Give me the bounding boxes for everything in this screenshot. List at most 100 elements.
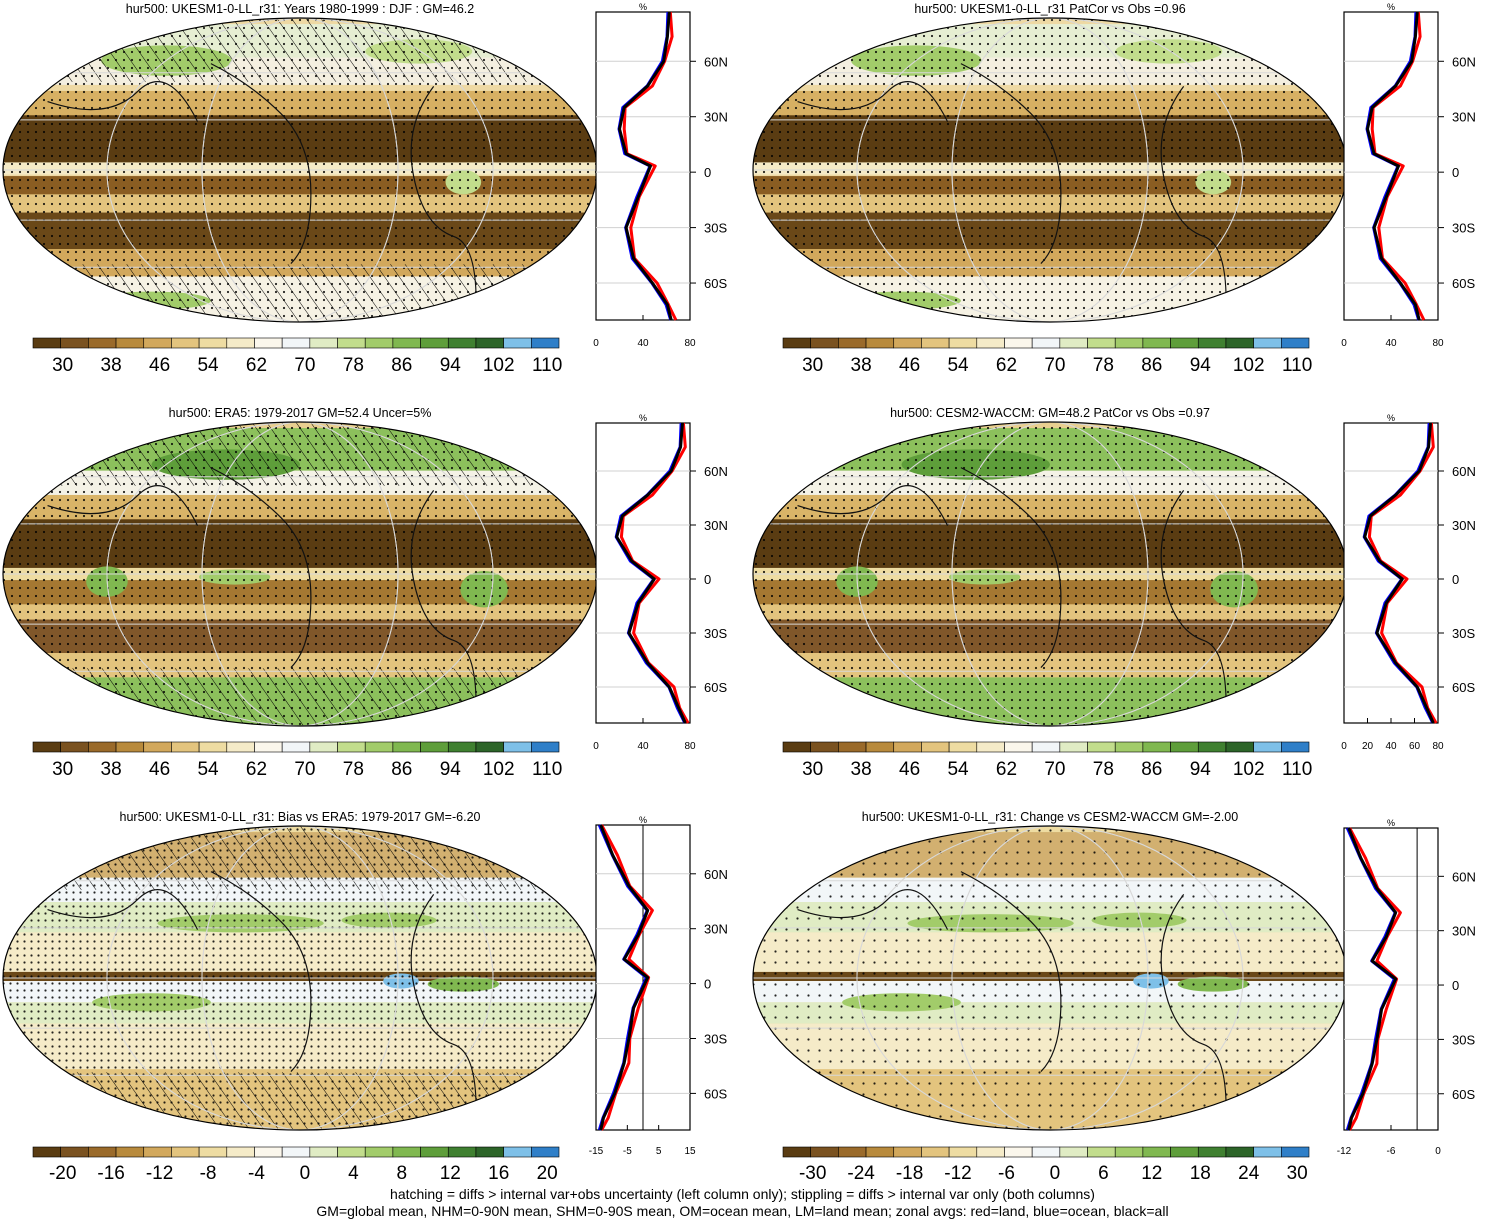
- colorbar-swatch: [281, 337, 311, 349]
- colorbar-swatch: [171, 337, 200, 349]
- latitude-label: 30N: [704, 922, 728, 937]
- colorbar-tick-label: 62: [996, 759, 1017, 780]
- latitude-label: 0: [704, 165, 711, 180]
- colorbar-swatch: [447, 1146, 477, 1158]
- latitude-label: 0: [1452, 978, 1459, 993]
- coastline: [210, 467, 312, 669]
- colorbar-swatch: [60, 337, 89, 349]
- colorbar-tick-label: 70: [1044, 759, 1065, 780]
- colorbar-swatch: [1225, 741, 1254, 753]
- colorbar-swatch: [171, 1146, 200, 1158]
- map-5: [3, 826, 597, 1130]
- latitude-label: 30S: [704, 626, 727, 641]
- colorbar-swatch: [503, 1146, 532, 1158]
- colorbar-swatch: [309, 337, 338, 349]
- hatching-overlay: [3, 668, 597, 726]
- colorbar-swatch: [1031, 337, 1061, 349]
- colorbar-tick-label: -18: [896, 1163, 923, 1184]
- colorbar-swatch: [392, 1146, 421, 1158]
- colorbar-swatch: [364, 741, 394, 753]
- profile-x-tick-label: 0: [593, 741, 599, 752]
- colorbar-tick-label: 54: [197, 355, 219, 376]
- latitude-label: 60N: [704, 464, 728, 479]
- colorbar-swatch: [475, 741, 504, 753]
- colorbar-swatch: [782, 741, 811, 753]
- colorbar-swatch: [337, 741, 366, 753]
- colorbar-swatch: [976, 741, 1005, 753]
- colorbar-swatch: [1281, 1146, 1310, 1158]
- profile-x-tick-label: 0: [1341, 338, 1347, 349]
- coastline: [960, 467, 1062, 669]
- latitude-label: 60N: [1452, 54, 1476, 69]
- colorbar-swatch: [531, 337, 560, 349]
- colorbar-swatch: [254, 337, 283, 349]
- colorbar-swatch: [226, 741, 255, 753]
- colorbar-swatch: [420, 337, 449, 349]
- panel-2: 30 38 46 54 62 70 78 86 94 102 110 60N 30N 0 30S 60S% 0 4…: [752, 2, 1476, 376]
- panel-title-3: hur500: ERA5: 1979-2017 GM=52.4 Uncer=5%: [168, 406, 432, 420]
- profile-x-tick-label: 0: [1341, 741, 1347, 752]
- colorbar-tick-label: 30: [802, 759, 823, 780]
- panel-title-6: hur500: UKESM1-0-LL_r31: Change vs CESM2…: [861, 810, 1239, 824]
- colorbar-tick-label: 54: [197, 759, 219, 780]
- colorbar-swatch: [226, 337, 255, 349]
- colorbar-tick-label: 46: [899, 355, 920, 376]
- profile-x-tick-label: 0: [593, 338, 599, 349]
- colorbar-tick-label: 38: [101, 355, 122, 376]
- colorbar-tick-label: 16: [488, 1163, 509, 1184]
- profile-x-tick-label: 0: [1435, 1146, 1441, 1157]
- hatching-overlay: [3, 264, 597, 322]
- colorbar-tick-label: 30: [52, 355, 73, 376]
- colorbar-swatch: [198, 741, 228, 753]
- map-6: [753, 826, 1347, 1130]
- colorbar-swatch: [531, 1146, 560, 1158]
- map-3: [3, 422, 597, 726]
- colorbar-swatch: [948, 741, 978, 753]
- colorbar-swatch: [1031, 741, 1061, 753]
- profile-x-tick-label: -15: [589, 1146, 604, 1157]
- colorbar-swatch: [1004, 1146, 1033, 1158]
- panel-title-2: hur500: UKESM1-0-LL_r31 PatCor vs Obs =0…: [914, 2, 1186, 16]
- colorbar-swatch: [115, 741, 145, 753]
- profile-unit: %: [639, 815, 647, 825]
- colorbar-tick-label: 70: [1044, 355, 1065, 376]
- colorbar-tick-label: 78: [343, 355, 364, 376]
- colorbar-tick-label: 38: [851, 759, 872, 780]
- colorbar-swatch: [60, 1146, 89, 1158]
- colorbar-swatch: [392, 337, 421, 349]
- profile-x-tick-label: 5: [656, 1146, 662, 1157]
- colorbar-swatch: [976, 337, 1005, 349]
- latitude-label: 30N: [1452, 924, 1476, 939]
- colorbar-swatch: [1004, 337, 1033, 349]
- latitude-label: 60S: [704, 680, 727, 695]
- colorbar-tick-label: 12: [440, 1163, 461, 1184]
- colorbar-tick-label: 62: [246, 759, 267, 780]
- profile-x-tick-label: 40: [637, 741, 649, 752]
- profile-x-tick-label: 60: [1409, 741, 1421, 752]
- coastline: [797, 485, 949, 526]
- colorbar-swatch: [1170, 741, 1199, 753]
- colorbar-tick-label: 86: [391, 759, 412, 780]
- colorbar-tick-label: 24: [1238, 1163, 1260, 1184]
- colorbar-swatch: [226, 1146, 255, 1158]
- profile-line-all: [615, 422, 687, 724]
- colorbar-swatch: [1114, 337, 1144, 349]
- profile-x-tick-label: 40: [637, 338, 649, 349]
- profile-x-tick-label: 40: [1385, 741, 1397, 752]
- colorbar-tick-label: 18: [1190, 1163, 1211, 1184]
- profile-unit: %: [1387, 413, 1395, 423]
- profile-x-tick-label: 20: [1362, 741, 1374, 752]
- colorbar-tick-label: 102: [483, 355, 515, 376]
- colorbar-swatch: [198, 337, 228, 349]
- profile-unit: %: [639, 2, 647, 12]
- colorbar-tick-label: 86: [1141, 759, 1162, 780]
- colorbar-swatch: [503, 337, 532, 349]
- coastline: [1160, 86, 1227, 322]
- latitude-label: 60N: [1452, 869, 1476, 884]
- colorbar-swatch: [948, 1146, 978, 1158]
- colorbar-swatch: [32, 1146, 61, 1158]
- colorbar-swatch: [1087, 337, 1116, 349]
- coastline: [47, 889, 199, 930]
- colorbar-swatch: [1004, 741, 1033, 753]
- colorbar-swatch: [782, 1146, 811, 1158]
